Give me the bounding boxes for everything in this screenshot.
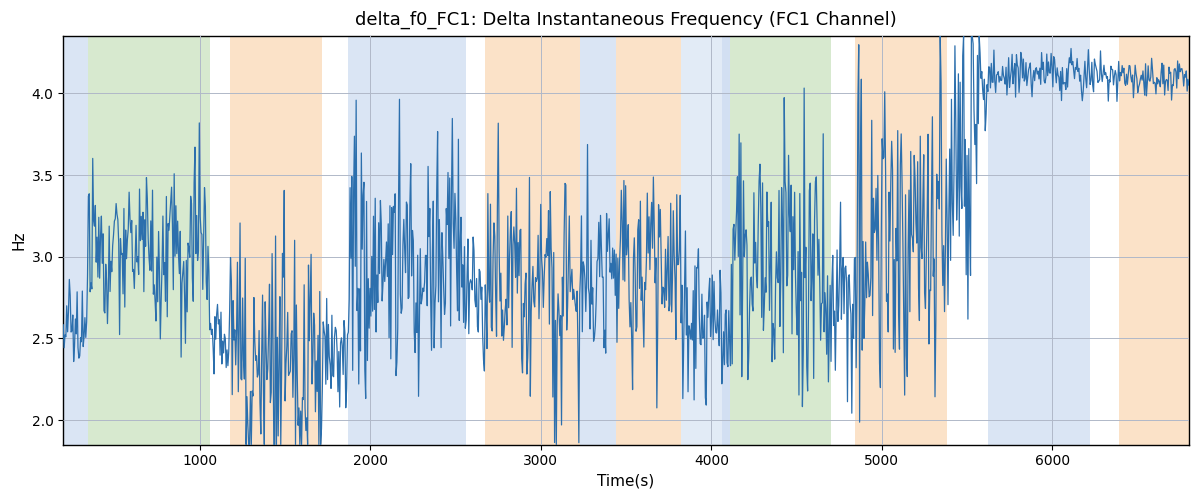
Bar xyxy=(64,36,88,445)
Bar xyxy=(680,36,721,445)
Bar xyxy=(229,36,323,445)
Bar xyxy=(854,36,947,445)
Bar xyxy=(580,36,616,445)
Y-axis label: Hz: Hz xyxy=(11,230,26,250)
Bar xyxy=(348,36,466,445)
Title: delta_f0_FC1: Delta Instantaneous Frequency (FC1 Channel): delta_f0_FC1: Delta Instantaneous Freque… xyxy=(355,11,896,30)
Bar xyxy=(88,36,210,445)
Bar xyxy=(730,36,830,445)
Bar xyxy=(988,36,1090,445)
X-axis label: Time(s): Time(s) xyxy=(598,474,655,489)
Bar xyxy=(1118,36,1189,445)
Bar xyxy=(616,36,680,445)
Bar xyxy=(721,36,730,445)
Bar xyxy=(485,36,580,445)
